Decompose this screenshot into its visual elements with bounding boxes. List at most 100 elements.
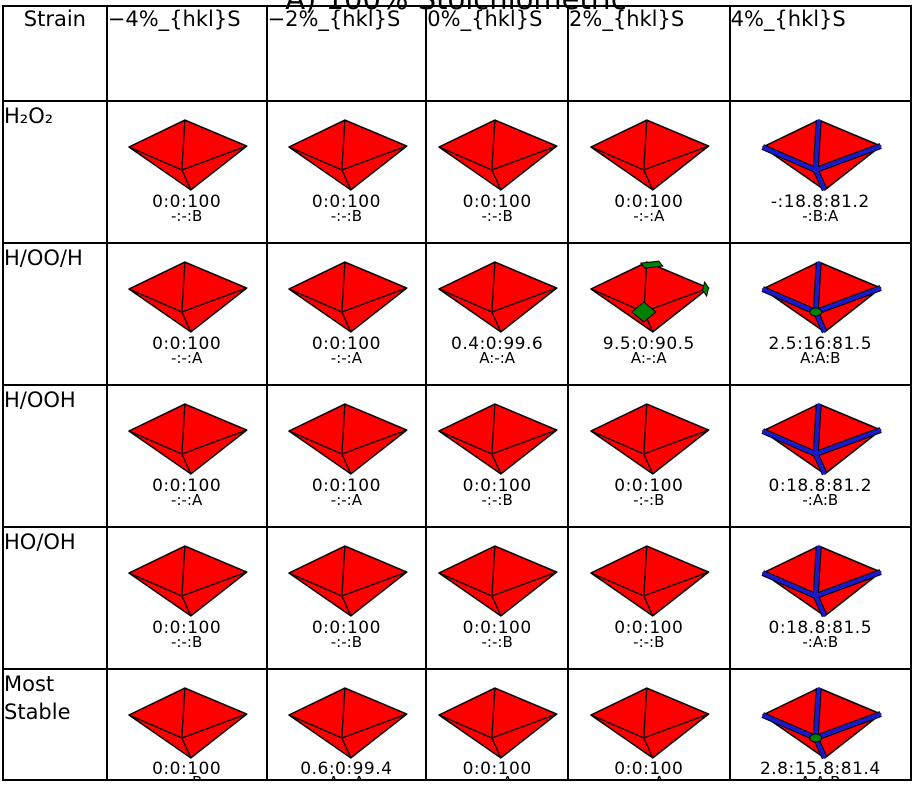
morphology-cell: 9.5:0:90.5 A:-:A: [567, 242, 731, 386]
crystal-shape: [287, 119, 408, 191]
facet-ratio: 0:0:100: [614, 618, 684, 638]
morphology-cell: 0:18.8:81.5 -:A:B: [728, 526, 912, 670]
morphology-cell: 0:0:100-:-:B: [425, 100, 570, 244]
site-types: -:B:A: [802, 207, 839, 225]
morphology-cell: 0:0:100-:-:A: [265, 242, 428, 386]
morphology-cell: 2.5:16:81.5 A:A:B: [728, 242, 912, 386]
crystal-shape: [127, 687, 248, 759]
morphology-cell: 0.4:0:99.6 A:-:A: [425, 242, 570, 386]
facet-ratio: 0:0:100: [311, 192, 381, 212]
facet-ratio: 2.8:15.8:81.4: [759, 759, 881, 779]
site-types: -:-:B: [633, 633, 665, 651]
site-types: -:A:B: [802, 633, 839, 651]
facet-ratio: 0.4:0:99.6: [451, 334, 544, 354]
facet-ratio: 0:0:100: [311, 618, 381, 638]
morphology-cell: 2.8:15.8:81.4A:A:B: [728, 668, 912, 781]
site-types: A:A:B: [800, 349, 841, 367]
morphology-cell: 0:0:100-:-:B: [105, 668, 268, 781]
site-types: -:-:B: [330, 207, 362, 225]
site-types: -:-:A: [570, 773, 728, 778]
facet-ratio: 0:0:100: [462, 618, 532, 638]
header-row: Strain −4%_{hkl}S −2%_{hkl}S 0%_{hkl}S 2…: [2, 5, 912, 102]
table-row: HO/OH 0:0:100 -:-:B 0:0:100 -:-:B 0:0:100 -:-:…: [2, 526, 912, 670]
crystal-shape: [127, 545, 248, 617]
site-types: -:-:B: [481, 633, 513, 651]
column-header: 0%_{hkl}S: [425, 5, 570, 102]
site-types: -:-:A: [330, 491, 362, 509]
morphology-table: Strain −4%_{hkl}S −2%_{hkl}S 0%_{hkl}S 2…: [2, 5, 912, 781]
crystal-shape: [438, 119, 558, 191]
morphology-cell: 0:0:100-:-:A: [567, 668, 731, 781]
facet-ratio: 0:0:100: [462, 476, 532, 496]
morphology-cell: 0:18.8:81.2 -:A:B: [728, 384, 912, 528]
column-header: −2%_{hkl}S: [265, 5, 428, 102]
morphology-cell: 0:0:100-:-:B: [265, 526, 428, 670]
row-label: HO/OH: [2, 526, 108, 670]
crystal-shape: [761, 687, 882, 760]
site-types: -:-:B: [330, 633, 362, 651]
crystal-shape: [590, 403, 710, 475]
crystal-shape: [438, 545, 558, 617]
morphology-cell: 0:0:100-:-:B: [567, 384, 731, 528]
morphology-cell: 0:0:100-:-:B: [105, 100, 268, 244]
crystal-shape: [127, 119, 248, 191]
row-label: H₂O₂: [2, 100, 108, 244]
facet-ratio: 0:0:100: [614, 759, 684, 779]
crystal-shape: [127, 261, 248, 333]
crystal-shape: [590, 119, 710, 191]
site-types: -:-:B: [481, 207, 513, 225]
table-row: Most Stable0:0:100-:-:B0.6:0:99.4A:-:A0:…: [2, 668, 912, 781]
table-row: H₂O₂ 0:0:100 -:-:B 0:0:100 -:-:B 0:0:100 -:-:B…: [2, 100, 912, 244]
facet-ratio: 0:0:100: [462, 192, 532, 212]
row-label: Most Stable: [2, 668, 108, 781]
column-header: 4%_{hkl}S: [728, 5, 912, 102]
crystal-shape: [287, 687, 408, 759]
crystal-shape: [438, 687, 558, 759]
table-row: H/OOH 0:0:100 -:-:A 0:0:100 -:-:A 0:0:100 -:-:…: [2, 384, 912, 528]
site-types: -:-:B: [109, 773, 265, 778]
facet-ratio: 0:18.8:81.2: [768, 476, 873, 496]
strain-header: Strain: [2, 5, 108, 102]
morphology-cell: 0:0:100-:-:B: [425, 526, 570, 670]
morphology-cell: 0.6:0:99.4A:-:A: [265, 668, 428, 781]
morphology-cell: 0:0:100-:-:A: [425, 668, 570, 781]
facet-ratio: -:18.8:81.2: [770, 192, 870, 212]
site-types: -:-:A: [428, 773, 566, 778]
site-types: -:-:A: [330, 349, 362, 367]
table-row: H/OO/H 0:0:100 -:-:A 0:0:100 -:-:A 0.4:0:99.6…: [2, 242, 912, 386]
crystal-shape: [590, 545, 710, 617]
facet-ratio: 0:0:100: [311, 476, 381, 496]
morphology-cell: 0:0:100-:-:A: [105, 242, 268, 386]
facet-ratio: 0:0:100: [152, 476, 222, 496]
crystal-shape: [761, 261, 882, 334]
crystal-shape: [590, 687, 710, 759]
row-label: H/OOH: [2, 384, 108, 528]
site-types: A:-:A: [479, 349, 516, 367]
facet-ratio: 0:18.8:81.5: [768, 618, 873, 638]
crystal-shape: [761, 403, 882, 476]
facet-ratio: 0:0:100: [311, 334, 381, 354]
morphology-cell: 0:0:100-:-:B: [105, 526, 268, 670]
facet-ratio: 9.5:0:90.5: [602, 334, 695, 354]
facet-ratio: 0:0:100: [152, 334, 222, 354]
site-types: -:A:B: [802, 491, 839, 509]
morphology-cell: 0:0:100-:-:A: [105, 384, 268, 528]
morphology-cell: 0:0:100-:-:B: [265, 100, 428, 244]
site-types: -:-:B: [171, 207, 203, 225]
row-label: H/OO/H: [2, 242, 108, 386]
facet-ratio: 0:0:100: [614, 476, 684, 496]
column-header: 2%_{hkl}S: [567, 5, 731, 102]
crystal-shape: [287, 545, 408, 617]
crystal-shape: [761, 545, 882, 618]
crystal-shape: [127, 403, 248, 475]
crystal-shape: [287, 261, 408, 333]
facet-ratio: 0:0:100: [152, 759, 222, 779]
crystal-shape: [438, 261, 558, 333]
site-types: -:-:B: [171, 633, 203, 651]
site-types: -:-:A: [633, 207, 665, 225]
site-types: A:-:A: [630, 349, 667, 367]
facet-ratio: 2.5:16:81.5: [768, 334, 873, 354]
site-types: -:-:B: [481, 491, 513, 509]
site-types: -:-:B: [633, 491, 665, 509]
facet-ratio: 0:0:100: [462, 759, 532, 779]
